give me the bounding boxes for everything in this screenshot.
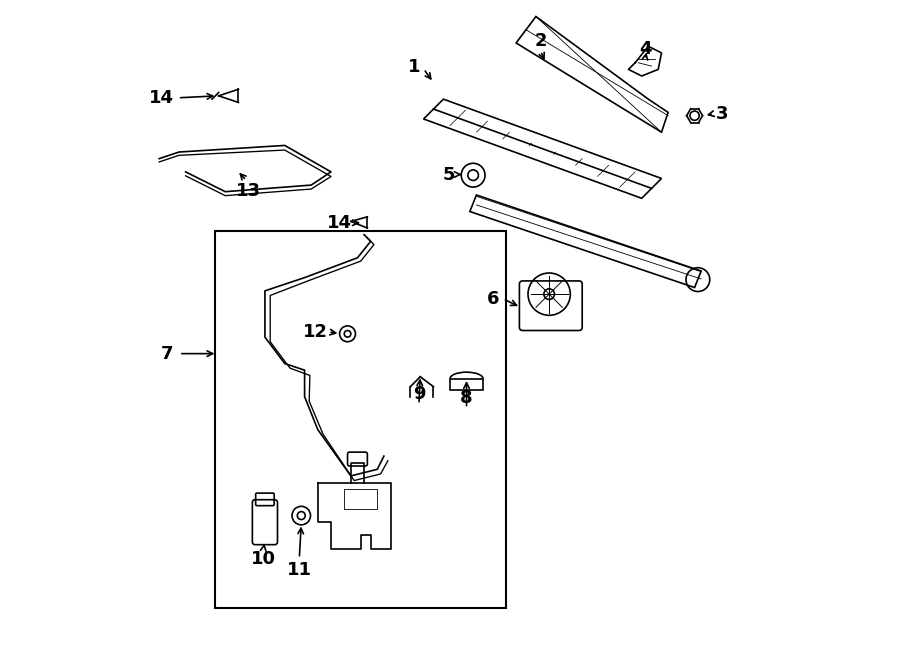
Text: 14: 14	[328, 214, 352, 232]
Text: 1: 1	[408, 58, 420, 77]
Text: 13: 13	[236, 182, 261, 200]
Text: 9: 9	[413, 385, 425, 403]
Text: 2: 2	[535, 32, 547, 50]
Text: 7: 7	[161, 344, 174, 363]
Text: 4: 4	[639, 40, 652, 58]
Text: 3: 3	[716, 104, 728, 123]
Bar	[215, 231, 506, 608]
Text: 14: 14	[149, 89, 175, 107]
Text: 5: 5	[443, 165, 455, 184]
Text: 6: 6	[486, 290, 499, 308]
Text: 12: 12	[302, 323, 328, 341]
Text: 11: 11	[287, 561, 311, 578]
Text: 10: 10	[251, 550, 276, 568]
Text: 8: 8	[460, 389, 473, 407]
